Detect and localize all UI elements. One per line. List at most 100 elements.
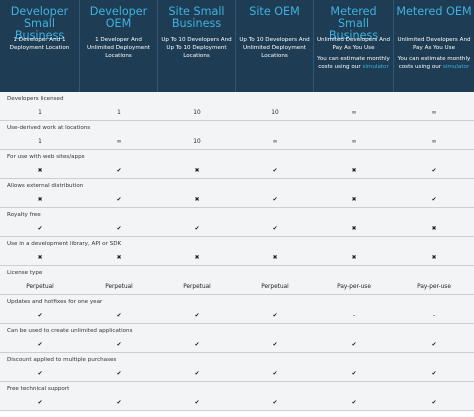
feature-label: Updates and hotfixes for one year xyxy=(0,295,474,309)
value-cell: Perpetual xyxy=(105,284,133,290)
cross-icon: ✖ xyxy=(194,255,200,261)
cross-icon: ✖ xyxy=(351,168,357,174)
cross-icon: ✖ xyxy=(351,197,357,203)
value-cell: ∞ xyxy=(116,139,122,145)
check-icon: ✔ xyxy=(272,197,278,203)
feature-values: ✔ ✔ ✔ ✔ ✔ ✔ xyxy=(0,367,474,381)
value-cell: ∞ xyxy=(351,110,357,116)
check-icon: ✔ xyxy=(431,400,437,406)
value-cell: ∞ xyxy=(431,139,437,145)
check-icon: ✔ xyxy=(272,168,278,174)
feature-row-allows-external-distribution: Allows external distribution ✖ ✔ ✖ ✔ ✖ ✔ xyxy=(0,179,474,208)
check-icon: ✔ xyxy=(431,197,437,203)
value-cell: ∞ xyxy=(351,139,357,145)
cross-icon: ✖ xyxy=(37,197,43,203)
feature-label: Use-derived work at locations xyxy=(0,121,474,135)
feature-row-royalty-free: Royalty free ✔ ✔ ✔ ✔ ✖ ✖ xyxy=(0,208,474,237)
check-icon: ✔ xyxy=(431,342,437,348)
plan-subtitle: Unlimited Developers And Pay As You Use xyxy=(397,37,471,51)
value-cell: 1 xyxy=(38,110,42,116)
cross-icon: ✖ xyxy=(431,255,437,261)
value-cell: Pay-per-use xyxy=(417,284,451,290)
value-cell: 1 xyxy=(117,110,121,116)
feature-values: ✔ ✔ ✔ ✔ - - xyxy=(0,309,474,323)
check-icon: ✔ xyxy=(431,168,437,174)
plan-subtitle: Up To 10 Developers And Unlimited Deploy… xyxy=(239,37,310,59)
check-icon: ✔ xyxy=(116,400,122,406)
plans-header: Developer Small Business 1 Developer And… xyxy=(0,0,474,92)
cross-icon: ✖ xyxy=(431,226,437,232)
plan-note-text: You can estimate monthly costs using our xyxy=(317,56,390,70)
feature-values: 1 1 10 10 ∞ ∞ xyxy=(0,106,474,120)
feature-label: Developers licensed xyxy=(0,92,474,106)
feature-values: ✔ ✔ ✔ ✔ ✔ ✔ xyxy=(0,396,474,410)
plan-title: Site OEM xyxy=(249,5,300,18)
plan-developer-oem: Developer OEM 1 Developer And Unlimited … xyxy=(80,0,158,92)
feature-label: Free technical support xyxy=(0,382,474,396)
feature-label: Can be used to create unlimited applicat… xyxy=(0,324,474,338)
plan-title: Metered OEM xyxy=(396,5,472,18)
value-cell: - xyxy=(352,313,356,319)
feature-row-developers-licensed: Developers licensed 1 1 10 10 ∞ ∞ xyxy=(0,92,474,121)
check-icon: ✔ xyxy=(431,371,437,377)
cross-icon: ✖ xyxy=(37,255,43,261)
check-icon: ✔ xyxy=(116,226,122,232)
feature-row-updates-and-hotfixes-for-one-year: Updates and hotfixes for one year ✔ ✔ ✔ ✔ - - xyxy=(0,295,474,324)
value-cell: ∞ xyxy=(431,110,437,116)
feature-values: ✔ ✔ ✔ ✔ ✔ ✔ xyxy=(0,338,474,352)
check-icon: ✔ xyxy=(37,313,43,319)
feature-label: For use with web sites/apps xyxy=(0,150,474,164)
check-icon: ✔ xyxy=(37,226,43,232)
simulator-link[interactable]: simulator xyxy=(442,64,470,70)
check-icon: ✔ xyxy=(37,400,43,406)
value-cell: 10 xyxy=(193,110,201,116)
feature-label: License type xyxy=(0,266,474,280)
check-icon: ✔ xyxy=(116,371,122,377)
plan-subtitle: Unlimited Developers And Pay As You Use xyxy=(316,37,391,51)
plan-site-oem: Site OEM Up To 10 Developers And Unlimit… xyxy=(236,0,314,92)
plan-subtitle: Up To 10 Developers And Up To 10 Deploym… xyxy=(161,37,232,59)
feature-row-discount-applied-to-multiple-purchases: Discount applied to multiple purchases ✔ ✔… xyxy=(0,353,474,382)
plan-metered-small-business: Metered Small Business Unlimited Develop… xyxy=(314,0,394,92)
cross-icon: ✖ xyxy=(351,226,357,232)
feature-values: ✖ ✖ ✖ ✖ ✖ ✖ xyxy=(0,251,474,265)
check-icon: ✔ xyxy=(272,371,278,377)
plan-title: Site Small Business xyxy=(168,5,225,30)
feature-values: Perpetual Perpetual Perpetual Perpetual Pay-… xyxy=(0,280,474,294)
check-icon: ✔ xyxy=(272,400,278,406)
cross-icon: ✖ xyxy=(194,197,200,203)
check-icon: ✔ xyxy=(351,400,357,406)
feature-values: ✖ ✔ ✖ ✔ ✖ ✔ xyxy=(0,193,474,207)
check-icon: ✔ xyxy=(272,226,278,232)
plan-title: Developer OEM xyxy=(89,5,148,30)
feature-row-use-derived-work-at-locations: Use-derived work at locations 1 ∞ 10 ∞ ∞ ∞ xyxy=(0,121,474,150)
feature-label: Royalty free xyxy=(0,208,474,222)
simulator-link[interactable]: simulator xyxy=(362,64,389,70)
feature-values: ✔ ✔ ✔ ✔ ✖ ✖ xyxy=(0,222,474,236)
cross-icon: ✖ xyxy=(116,255,122,261)
plan-subtitle: 1 Developer And 1 Deployment Location xyxy=(9,37,70,51)
value-cell: 10 xyxy=(193,139,201,145)
value-cell: Perpetual xyxy=(261,284,289,290)
check-icon: ✔ xyxy=(116,168,122,174)
value-cell: ∞ xyxy=(272,139,278,145)
feature-row-for-use-with-web-sites-apps: For use with web sites/apps ✖ ✔ ✖ ✔ ✖ ✔ xyxy=(0,150,474,179)
value-cell: Perpetual xyxy=(26,284,54,290)
plan-title: Metered Small Business xyxy=(328,5,379,42)
feature-values: ✖ ✔ ✖ ✔ ✖ ✔ xyxy=(0,164,474,178)
plan-developer-small-business: Developer Small Business 1 Developer And… xyxy=(0,0,80,92)
check-icon: ✔ xyxy=(272,342,278,348)
cross-icon: ✖ xyxy=(37,168,43,174)
check-icon: ✔ xyxy=(194,226,200,232)
cross-icon: ✖ xyxy=(272,255,278,261)
cross-icon: ✖ xyxy=(351,255,357,261)
value-cell: Pay-per-use xyxy=(337,284,371,290)
feature-row-license-type: License type Perpetual Perpetual Perpetual P… xyxy=(0,266,474,295)
plan-site-small-business: Site Small Business Up To 10 Developers … xyxy=(158,0,236,92)
features-body: Developers licensed 1 1 10 10 ∞ ∞ Use-derived w… xyxy=(0,92,474,411)
cross-icon: ✖ xyxy=(194,168,200,174)
value-cell: Perpetual xyxy=(183,284,211,290)
check-icon: ✔ xyxy=(351,342,357,348)
value-cell: 1 xyxy=(38,139,42,145)
